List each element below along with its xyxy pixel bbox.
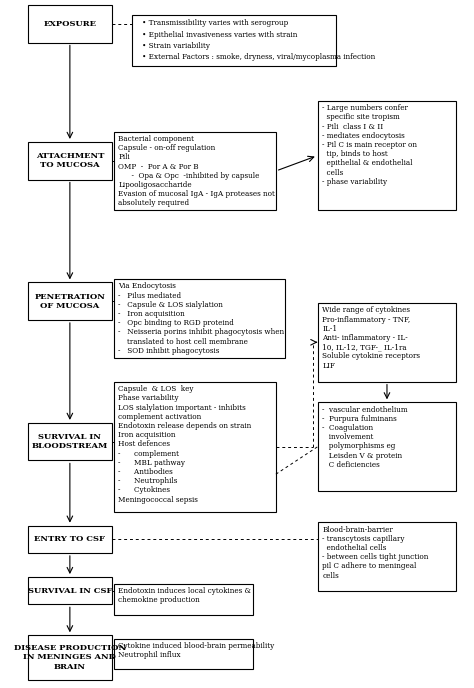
Text: ENTRY TO CSF: ENTRY TO CSF xyxy=(35,535,105,544)
FancyBboxPatch shape xyxy=(114,382,276,512)
Text: -  vascular endothelium
-  Purpura fulminans
-  Coagulation
   involvement
   po: - vascular endothelium - Purpura fulmina… xyxy=(322,406,408,469)
FancyBboxPatch shape xyxy=(318,402,456,491)
FancyBboxPatch shape xyxy=(28,282,111,320)
FancyBboxPatch shape xyxy=(318,100,456,211)
Text: • External Factors : smoke, dryness, viral/mycoplasma infection: • External Factors : smoke, dryness, vir… xyxy=(142,54,375,61)
Text: - Large numbers confer
  specific site tropism
- Pili  class I & II
- mediates e: - Large numbers confer specific site tro… xyxy=(322,104,417,186)
FancyBboxPatch shape xyxy=(28,142,111,180)
Text: EXPOSURE: EXPOSURE xyxy=(44,20,96,28)
Text: Endotoxin induces local cytokines &
chemokine production: Endotoxin induces local cytokines & chem… xyxy=(118,588,252,605)
Text: PENETRATION
OF MUCOSA: PENETRATION OF MUCOSA xyxy=(35,292,105,310)
FancyBboxPatch shape xyxy=(28,635,111,680)
Text: SURVIVAL IN CSF: SURVIVAL IN CSF xyxy=(27,587,112,594)
Text: • Strain variability: • Strain variability xyxy=(142,42,210,50)
FancyBboxPatch shape xyxy=(114,131,276,211)
Text: • Epithelial invasiveness varies with strain: • Epithelial invasiveness varies with st… xyxy=(142,30,297,39)
FancyBboxPatch shape xyxy=(114,279,285,358)
Text: DISEASE PRODUCTION
IN MENINGES AND
BRAIN: DISEASE PRODUCTION IN MENINGES AND BRAIN xyxy=(14,644,126,671)
Text: • Transmissibility varies with serogroup: • Transmissibility varies with serogroup xyxy=(142,19,288,27)
Text: ATTACHMENT
TO MUCOSA: ATTACHMENT TO MUCOSA xyxy=(36,152,104,169)
Text: Bacterial component
Capsule - on-off regulation
Pili
OMP  -  Por A & Por B
     : Bacterial component Capsule - on-off reg… xyxy=(118,135,275,207)
Text: Cytokine induced blood-brain permeability
Neutrophil influx: Cytokine induced blood-brain permeabilit… xyxy=(118,642,275,659)
FancyBboxPatch shape xyxy=(28,5,111,43)
Text: Capsule  & LOS  key
Phase variability
LOS sialylation important - inhibits
compl: Capsule & LOS key Phase variability LOS … xyxy=(118,385,252,504)
FancyBboxPatch shape xyxy=(28,577,111,604)
FancyBboxPatch shape xyxy=(28,423,111,460)
FancyBboxPatch shape xyxy=(318,522,456,591)
FancyBboxPatch shape xyxy=(114,584,253,614)
Text: SURVIVAL IN
BLOODSTREAM: SURVIVAL IN BLOODSTREAM xyxy=(32,433,108,450)
Text: Wide range of cytokines
Pro-inflammatory - TNF,
IL-1
Anti- inflammatory - IL-
10: Wide range of cytokines Pro-inflammatory… xyxy=(322,306,420,369)
Text: Blood-brain-barrier
- transcytosis capillary
  endothelial cells
- between cells: Blood-brain-barrier - transcytosis capil… xyxy=(322,526,428,579)
FancyBboxPatch shape xyxy=(28,526,111,553)
FancyBboxPatch shape xyxy=(132,15,336,67)
FancyBboxPatch shape xyxy=(114,638,253,669)
FancyBboxPatch shape xyxy=(318,303,456,382)
Text: Via Endocytosis
-   Pilus mediated
-   Capsule & LOS sialylation
-   Iron acquis: Via Endocytosis - Pilus mediated - Capsu… xyxy=(118,282,284,355)
